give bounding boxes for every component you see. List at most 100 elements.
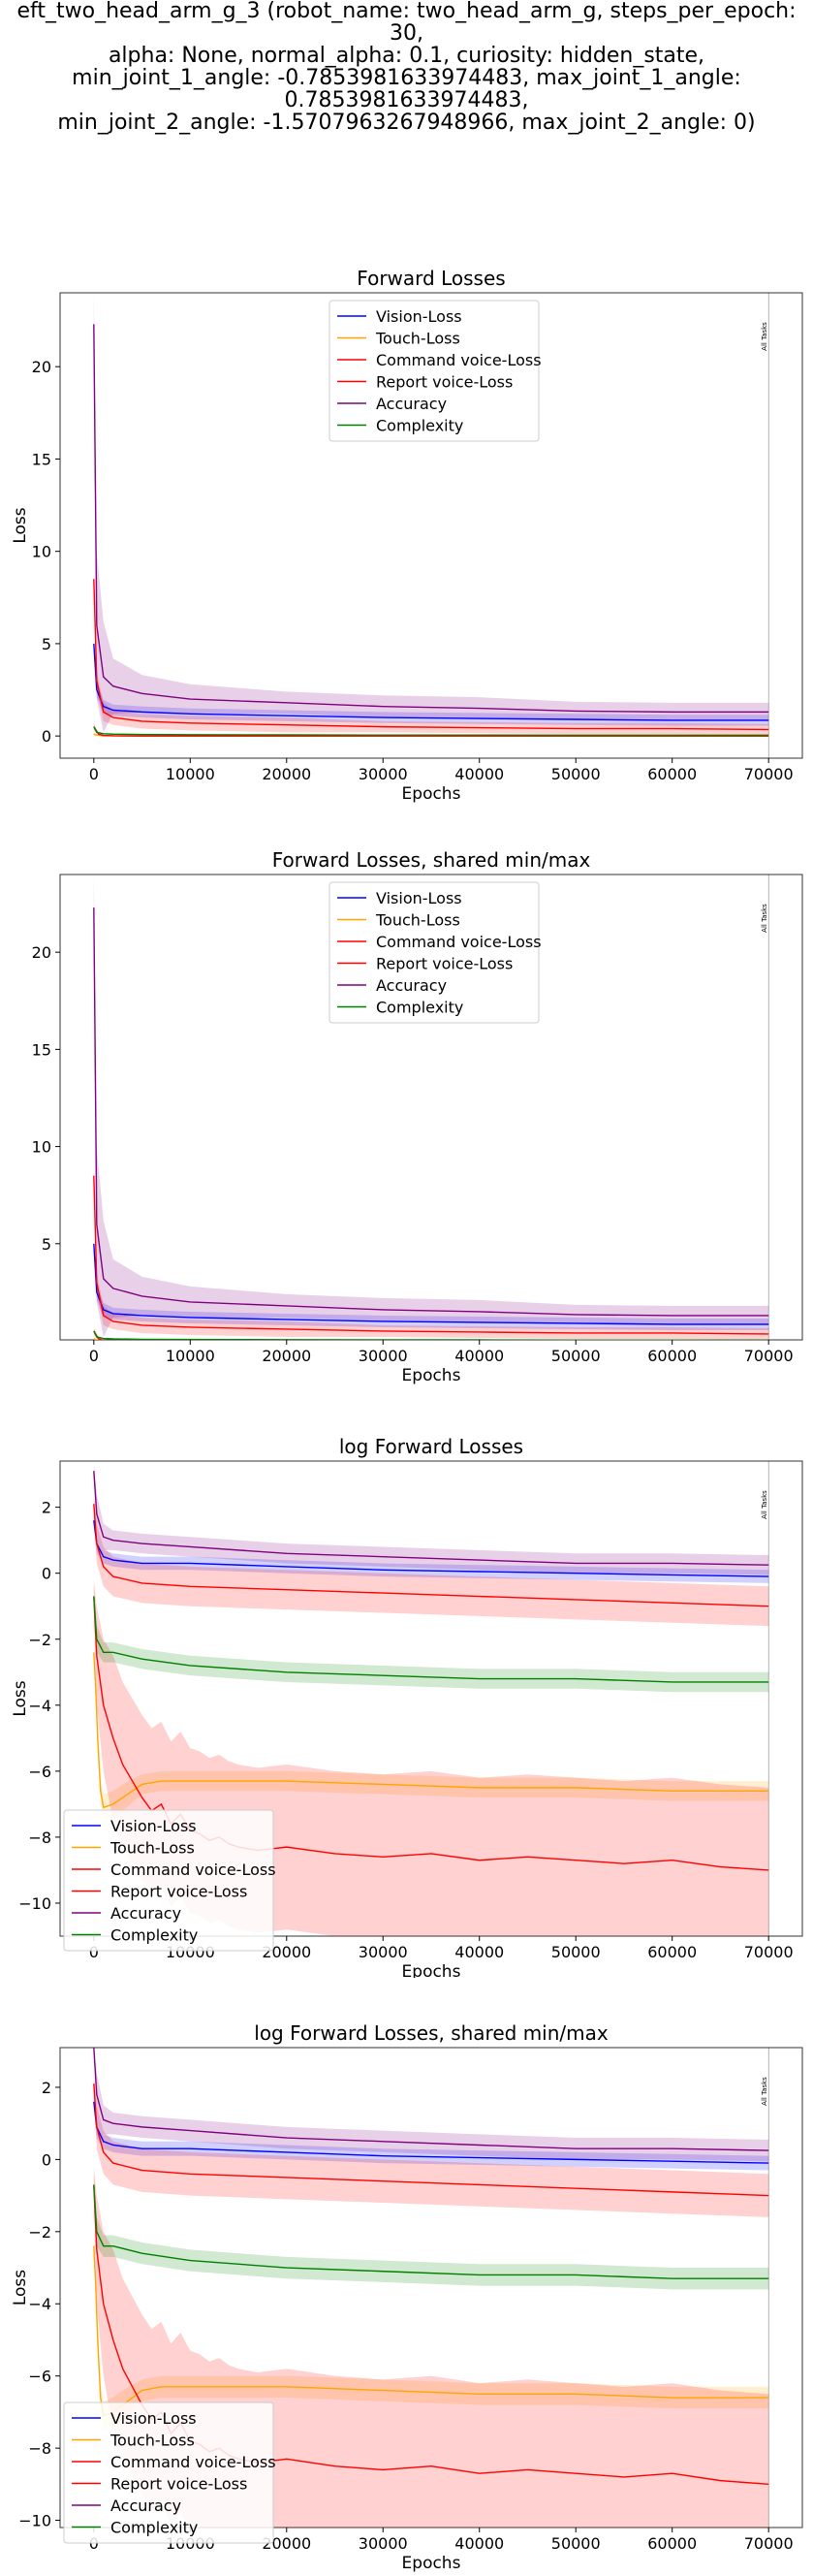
legend-entry: Complexity: [376, 417, 463, 435]
series-band-accuracy: [93, 1464, 769, 1575]
x-tick-label: 10000: [166, 765, 215, 783]
legend-entry: Command voice-Loss: [376, 933, 542, 951]
x-tick-label: 60000: [647, 1943, 697, 1961]
x-tick-label: 20000: [262, 765, 311, 783]
legend-entry: Vision-Loss: [376, 307, 462, 326]
chart-title: Forward Losses: [357, 267, 505, 290]
y-tick-label: 0: [42, 2150, 51, 2169]
chart-title: log Forward Losses: [339, 1435, 523, 1458]
legend: Vision-Loss Touch-Loss Command voice-Loss R…: [63, 2401, 276, 2544]
x-tick-label: 70000: [744, 1943, 794, 1961]
plot-area: [93, 293, 769, 737]
series-line-touch-loss: [93, 1652, 769, 1809]
task-marker-label: All Tasks: [761, 1490, 768, 1519]
x-tick-label: 0: [89, 765, 99, 783]
series-band-command-voice-loss: [93, 2073, 769, 2217]
series-band-complexity: [93, 2174, 769, 2290]
x-tick-label: 40000: [454, 2534, 504, 2553]
x-tick-label: 20000: [262, 1347, 311, 1365]
y-tick-label: −2: [28, 2223, 51, 2242]
series-band-vision-loss: [93, 1235, 769, 1330]
legend-entry: Report voice-Loss: [376, 955, 513, 973]
legend-entry: Command voice-Loss: [376, 351, 542, 369]
legend-entry: Command voice-Loss: [110, 2453, 276, 2471]
figure-title: eft_two_head_arm_g_3 (robot_name: two_he…: [16, 0, 797, 135]
series-band-touch-loss: [93, 2235, 769, 2431]
y-tick-label: −6: [28, 1763, 51, 1781]
series-line-accuracy: [93, 907, 769, 1317]
series-line-complexity: [93, 1596, 769, 1683]
plot-frame: [59, 1460, 803, 1937]
legend-entry: Touch-Loss: [375, 911, 460, 930]
series-line-command-voice-loss: [93, 1504, 769, 1607]
x-tick-label: 70000: [744, 1347, 794, 1365]
legend-entry: Complexity: [110, 1926, 198, 1945]
x-tick-label: 50000: [551, 2534, 601, 2553]
x-tick-label: 40000: [454, 1943, 504, 1961]
series-line-accuracy: [93, 2048, 769, 2151]
series-band-touch-loss: [93, 1642, 769, 1821]
legend-entry: Touch-Loss: [109, 1839, 195, 1858]
series-band-complexity: [93, 1586, 769, 1693]
y-tick-label: −6: [28, 2368, 51, 2386]
legend-entry: Command voice-Loss: [110, 1860, 276, 1879]
x-tick-label: 0: [89, 1347, 99, 1365]
series-line-complexity: [93, 726, 769, 737]
legend-entry: Accuracy: [376, 395, 447, 413]
legend: Vision-Loss Touch-Loss Command voice-Loss R…: [328, 881, 542, 1024]
series-line-command-voice-loss: [93, 2083, 769, 2197]
legend-entry: Vision-Loss: [376, 889, 462, 907]
legend: Vision-Loss Touch-Loss Command voice-Loss R…: [328, 300, 542, 442]
series-band-accuracy: [93, 2048, 769, 2162]
x-tick-label: 10000: [166, 1347, 215, 1365]
legend: Vision-Loss Touch-Loss Command voice-Loss R…: [63, 1809, 276, 1952]
series-line-touch-loss: [93, 2245, 769, 2417]
chart-forward-losses-shared: Forward Losses, shared min/max 0 10000 2000…: [32, 848, 803, 1385]
series-line-command-voice-loss: [93, 1175, 769, 1335]
legend-entry: Touch-Loss: [109, 2432, 195, 2450]
legend-entry: Report voice-Loss: [110, 1883, 247, 1901]
x-tick-label: 30000: [359, 2534, 408, 2553]
y-tick-label: 20: [32, 943, 51, 962]
series-line-accuracy: [93, 1471, 769, 1566]
legend-entry: Complexity: [110, 2519, 198, 2537]
y-tick-label: 15: [32, 450, 51, 468]
legend-entry: Report voice-Loss: [110, 2475, 247, 2494]
plot-frame: [59, 292, 803, 759]
legend-box: [328, 881, 540, 1024]
y-tick-label: −10: [18, 1894, 51, 1913]
y-tick-label: 10: [32, 1138, 51, 1157]
chart-title: Forward Losses, shared min/max: [272, 848, 591, 872]
legend-entry: Accuracy: [376, 976, 447, 995]
y-tick-label: 0: [42, 727, 51, 746]
y-tick-label: −4: [28, 2295, 51, 2313]
x-tick-label: 20000: [262, 1943, 311, 1961]
series-band-vision-loss: [93, 636, 769, 726]
task-marker-label: All Tasks: [761, 322, 768, 351]
x-tick-label: 50000: [551, 1943, 601, 1961]
chart-title: log Forward Losses, shared min/max: [254, 2021, 609, 2045]
legend-entry: Report voice-Loss: [376, 373, 513, 392]
series-band-command-voice-loss: [93, 1165, 769, 1340]
x-tick-label: 30000: [359, 1347, 408, 1365]
y-axis-label: Loss: [11, 507, 30, 543]
series-line-complexity: [93, 2184, 769, 2279]
y-tick-label: −4: [28, 1697, 51, 1715]
legend-entry: Vision-Loss: [110, 1817, 197, 1835]
legend-box: [63, 1809, 274, 1952]
legend-entry: Touch-Loss: [375, 330, 460, 348]
x-tick-label: 20000: [262, 2534, 311, 2553]
y-tick-label: 5: [42, 635, 51, 653]
y-tick-label: −8: [28, 1829, 51, 1847]
series-line-vision-loss: [93, 2101, 769, 2164]
series-band-command-voice-loss: [93, 569, 769, 736]
y-tick-label: 0: [42, 1565, 51, 1583]
x-axis-label: Epochs: [402, 2554, 461, 2573]
legend-entry: Vision-Loss: [110, 2409, 197, 2428]
y-tick-label: 15: [32, 1040, 51, 1059]
series-line-command-voice-loss: [93, 579, 769, 731]
y-tick-label: −10: [18, 2512, 51, 2530]
x-tick-label: 60000: [647, 2534, 697, 2553]
x-tick-label: 70000: [744, 2534, 794, 2553]
